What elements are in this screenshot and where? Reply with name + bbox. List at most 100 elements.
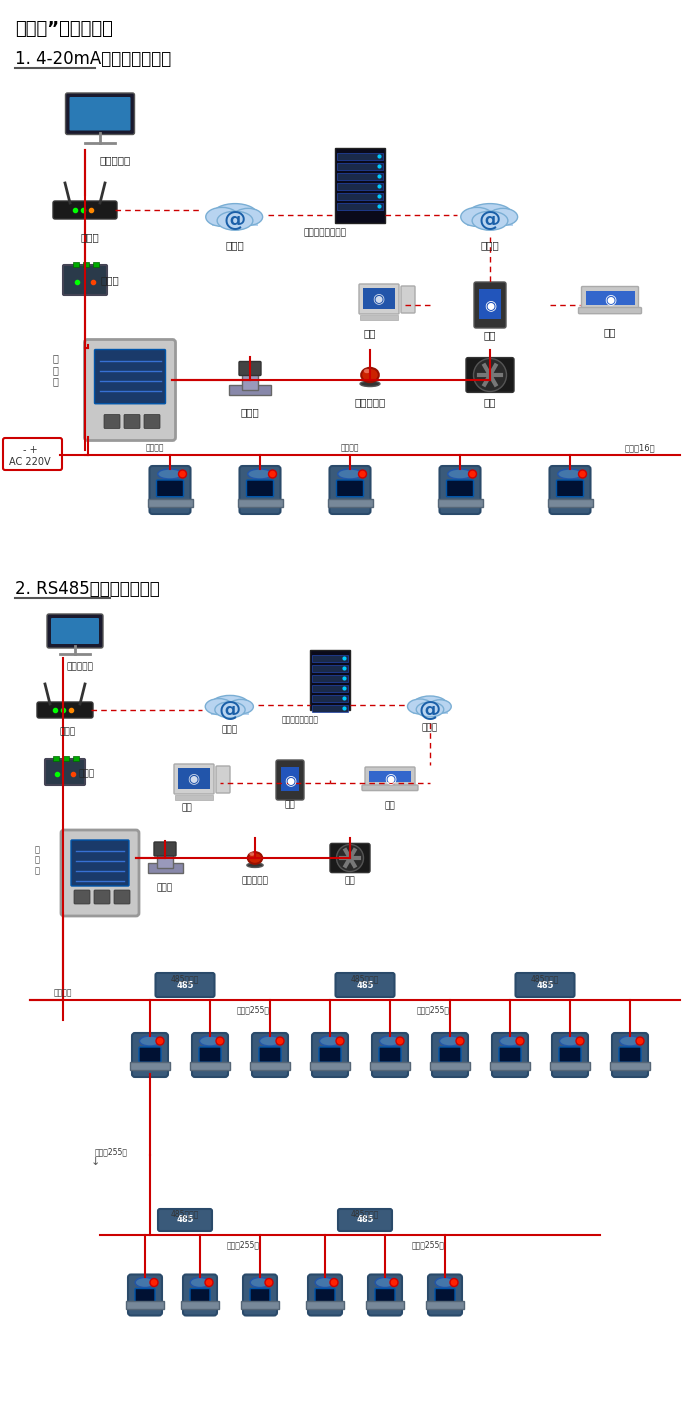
Bar xyxy=(281,767,299,791)
Text: 信号输出: 信号输出 xyxy=(341,443,359,452)
Text: 信号输出: 信号输出 xyxy=(54,988,72,998)
Ellipse shape xyxy=(440,1036,461,1045)
Bar xyxy=(547,499,592,507)
FancyBboxPatch shape xyxy=(190,1289,210,1303)
FancyBboxPatch shape xyxy=(319,1047,341,1062)
Ellipse shape xyxy=(558,469,582,478)
Ellipse shape xyxy=(215,702,245,718)
FancyBboxPatch shape xyxy=(492,1033,528,1076)
Ellipse shape xyxy=(211,695,249,715)
Text: 电磁阀: 电磁阀 xyxy=(241,407,260,416)
FancyBboxPatch shape xyxy=(375,1289,395,1303)
Text: 互联网: 互联网 xyxy=(225,241,244,250)
Text: 可连接255台: 可连接255台 xyxy=(412,1240,445,1249)
Text: 终端: 终端 xyxy=(603,326,616,338)
FancyBboxPatch shape xyxy=(246,480,274,497)
FancyBboxPatch shape xyxy=(144,415,160,429)
Ellipse shape xyxy=(435,1278,455,1287)
FancyBboxPatch shape xyxy=(337,480,363,497)
Bar xyxy=(157,848,173,868)
FancyBboxPatch shape xyxy=(559,1047,581,1062)
FancyBboxPatch shape xyxy=(37,702,93,718)
Circle shape xyxy=(456,1037,464,1045)
FancyBboxPatch shape xyxy=(45,758,85,785)
Bar xyxy=(366,1300,404,1309)
FancyBboxPatch shape xyxy=(440,466,480,514)
FancyBboxPatch shape xyxy=(51,618,99,644)
Text: 485: 485 xyxy=(176,1216,194,1224)
FancyBboxPatch shape xyxy=(552,1033,588,1076)
Text: 单机版电脑: 单机版电脑 xyxy=(66,663,93,671)
Ellipse shape xyxy=(428,699,452,713)
FancyBboxPatch shape xyxy=(330,466,370,514)
Bar xyxy=(242,367,258,390)
FancyBboxPatch shape xyxy=(155,974,214,998)
Text: 485中继器: 485中继器 xyxy=(351,1209,379,1218)
Text: 声光报警器: 声光报警器 xyxy=(354,397,386,407)
FancyBboxPatch shape xyxy=(104,415,120,429)
Bar xyxy=(241,1300,279,1309)
Circle shape xyxy=(450,1279,458,1286)
Circle shape xyxy=(468,470,477,478)
Circle shape xyxy=(390,1279,398,1286)
Circle shape xyxy=(216,1037,224,1045)
FancyBboxPatch shape xyxy=(216,765,230,794)
Ellipse shape xyxy=(416,702,444,718)
FancyBboxPatch shape xyxy=(401,286,415,312)
Ellipse shape xyxy=(199,1036,220,1045)
Text: @: @ xyxy=(219,701,241,720)
Text: ◉: ◉ xyxy=(384,771,396,785)
FancyBboxPatch shape xyxy=(157,480,183,497)
FancyBboxPatch shape xyxy=(192,1033,228,1076)
Bar xyxy=(337,152,383,159)
FancyBboxPatch shape xyxy=(66,93,134,135)
Bar xyxy=(53,756,59,761)
Circle shape xyxy=(347,855,353,861)
FancyBboxPatch shape xyxy=(61,830,139,916)
Text: ◉: ◉ xyxy=(484,298,496,312)
FancyBboxPatch shape xyxy=(47,613,103,649)
Bar xyxy=(148,499,192,507)
Circle shape xyxy=(636,1037,644,1045)
FancyBboxPatch shape xyxy=(124,415,140,429)
Bar xyxy=(93,262,99,267)
FancyBboxPatch shape xyxy=(174,764,214,794)
Ellipse shape xyxy=(379,1036,400,1045)
Bar xyxy=(312,685,348,692)
Circle shape xyxy=(269,470,276,478)
Text: 可连接255台: 可连接255台 xyxy=(237,1005,270,1014)
FancyBboxPatch shape xyxy=(114,891,130,905)
Text: 终端: 终端 xyxy=(384,801,395,810)
Bar xyxy=(369,771,411,782)
FancyBboxPatch shape xyxy=(362,785,418,791)
Bar xyxy=(181,1300,219,1309)
Text: 2. RS485信号连接系统图: 2. RS485信号连接系统图 xyxy=(15,580,160,598)
Bar xyxy=(63,756,69,761)
Ellipse shape xyxy=(448,469,472,478)
Text: ◉: ◉ xyxy=(372,291,384,305)
Text: AC 220V: AC 220V xyxy=(9,457,51,467)
Ellipse shape xyxy=(472,211,508,231)
Bar xyxy=(312,705,348,712)
Text: 声光报警器: 声光报警器 xyxy=(241,877,268,885)
Bar xyxy=(73,262,79,267)
Text: 电脑: 电脑 xyxy=(364,328,377,338)
FancyBboxPatch shape xyxy=(243,1275,277,1316)
FancyBboxPatch shape xyxy=(199,1047,221,1062)
FancyBboxPatch shape xyxy=(379,1047,401,1062)
Bar xyxy=(360,315,398,319)
Text: 转换器: 转换器 xyxy=(79,770,95,778)
Bar xyxy=(312,656,348,663)
Text: 可连接16个: 可连接16个 xyxy=(624,443,655,452)
Ellipse shape xyxy=(500,1036,521,1045)
Text: @: @ xyxy=(224,210,246,229)
Circle shape xyxy=(276,1037,284,1045)
FancyBboxPatch shape xyxy=(63,265,107,295)
FancyBboxPatch shape xyxy=(582,287,638,310)
Text: ◉: ◉ xyxy=(187,771,199,785)
FancyBboxPatch shape xyxy=(94,349,165,404)
Bar xyxy=(610,1062,650,1069)
Text: 485中继器: 485中继器 xyxy=(531,974,559,983)
FancyBboxPatch shape xyxy=(3,438,62,470)
FancyBboxPatch shape xyxy=(439,1047,461,1062)
